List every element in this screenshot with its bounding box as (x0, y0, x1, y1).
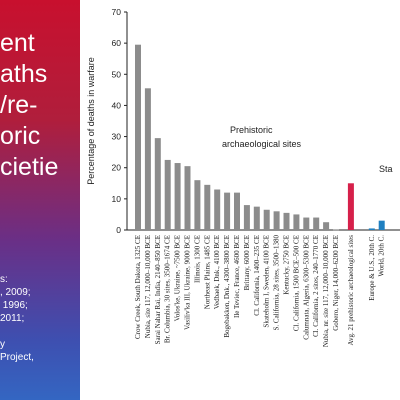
bar (323, 222, 330, 230)
category-label: Cl. California, 1400–235 CE (253, 235, 261, 316)
bar (293, 214, 300, 230)
y-tick-label: 30 (112, 132, 122, 142)
y-tick-label: 20 (112, 163, 122, 173)
bar (347, 183, 354, 230)
y-tick-label: 40 (112, 100, 122, 110)
bar (135, 44, 141, 231)
bar (333, 229, 339, 231)
bar (273, 211, 280, 230)
category-label: World, 20th C. (378, 235, 386, 277)
chart-panel: 0 10 20 30 40 50 60 70 Percentage of deaths in w… (80, 0, 400, 400)
category-label: Nubia, nr. site 117, 12,000–10,000 BCE (322, 235, 330, 347)
category-label: Calumnata, Algeria, 6300–5300 BCE (302, 235, 310, 340)
bar (243, 205, 250, 230)
category-label: Vedbaek, Dnk., 4100 BCE (213, 235, 221, 309)
category-label: Vasiliv'ka III, Ukraine, 9000 BCE (184, 235, 192, 330)
bar (234, 192, 240, 230)
y-axis-label: Percentage of deaths in warfare (86, 57, 96, 185)
category-label: S. California, 28 sites, 3500–1380 (273, 235, 281, 331)
bar (224, 192, 231, 230)
category-label: Northeast Plains, 1485 CE (203, 235, 211, 309)
y-tick-label: 60 (112, 38, 122, 48)
annotation-state: Sta (379, 164, 393, 174)
category-label: Skateholm I, Sweden, 4100 BCE (263, 235, 271, 328)
y-tick-label: 50 (112, 69, 122, 79)
bar (194, 180, 201, 230)
bar (204, 184, 211, 230)
bar (368, 228, 375, 230)
y-tick-label: 70 (112, 7, 122, 17)
annotation-archaeological-sites: archaeological sites (222, 139, 302, 149)
bar (303, 217, 310, 230)
category-label: Br. Columbia, 30 sites, 3500–1674 CE (164, 235, 172, 343)
slide-title: ent aths /re- oric cietie (0, 29, 59, 181)
category-label: Kentucky, 2750 BCE (283, 235, 291, 295)
slide-references: s: , 2009; 1996; 2011; y Project, (0, 274, 34, 363)
bar (214, 189, 221, 230)
bar (378, 220, 385, 230)
annotation-prehistoric: Prehistoric (230, 125, 273, 135)
category-label: Europe & U.S., 20th C. (368, 235, 376, 301)
category-label: Avg. 21 prehistoric archaeological sites (347, 235, 355, 346)
bar (283, 212, 290, 230)
y-tick-label: 10 (112, 194, 122, 204)
category-label: Crow Creek, South Dakota, 1325 CE (134, 235, 142, 339)
category-label: Nubia, site 117, 12,000–10,000 BCE (144, 235, 152, 338)
category-label: Volos'ke, Ukraine, ~7500 BCE (174, 235, 182, 321)
bar (313, 217, 320, 230)
bar (154, 138, 161, 230)
bar (144, 88, 151, 230)
bar (164, 159, 171, 230)
bar (184, 166, 191, 230)
bar (253, 206, 260, 230)
category-label: Illinois, 1300 CE (193, 235, 201, 283)
category-label: Gobero, Niger, 14,000–6200 BCE (332, 235, 340, 331)
category-label: Sarai Nahar Rai, India, 2140–850 BCE (154, 235, 162, 344)
category-label: Cl. California, 2 sites, 240–1770 CE (312, 235, 320, 337)
category-label: Cl. California, 1500 BCE–500 CE (292, 235, 300, 331)
category-label: Ile Teviec, France, 4600 BCE (233, 235, 241, 318)
bar-chart: 0 10 20 30 40 50 60 70 Percentage of deaths in w… (86, 7, 400, 347)
y-tick-label: 0 (116, 225, 121, 235)
category-label: Brittany, 6000 BCE (243, 235, 251, 290)
bar (263, 209, 270, 230)
category-label: Bogebakken, Dnk., 4300–3800 BCE (223, 235, 231, 338)
bar (174, 163, 181, 230)
